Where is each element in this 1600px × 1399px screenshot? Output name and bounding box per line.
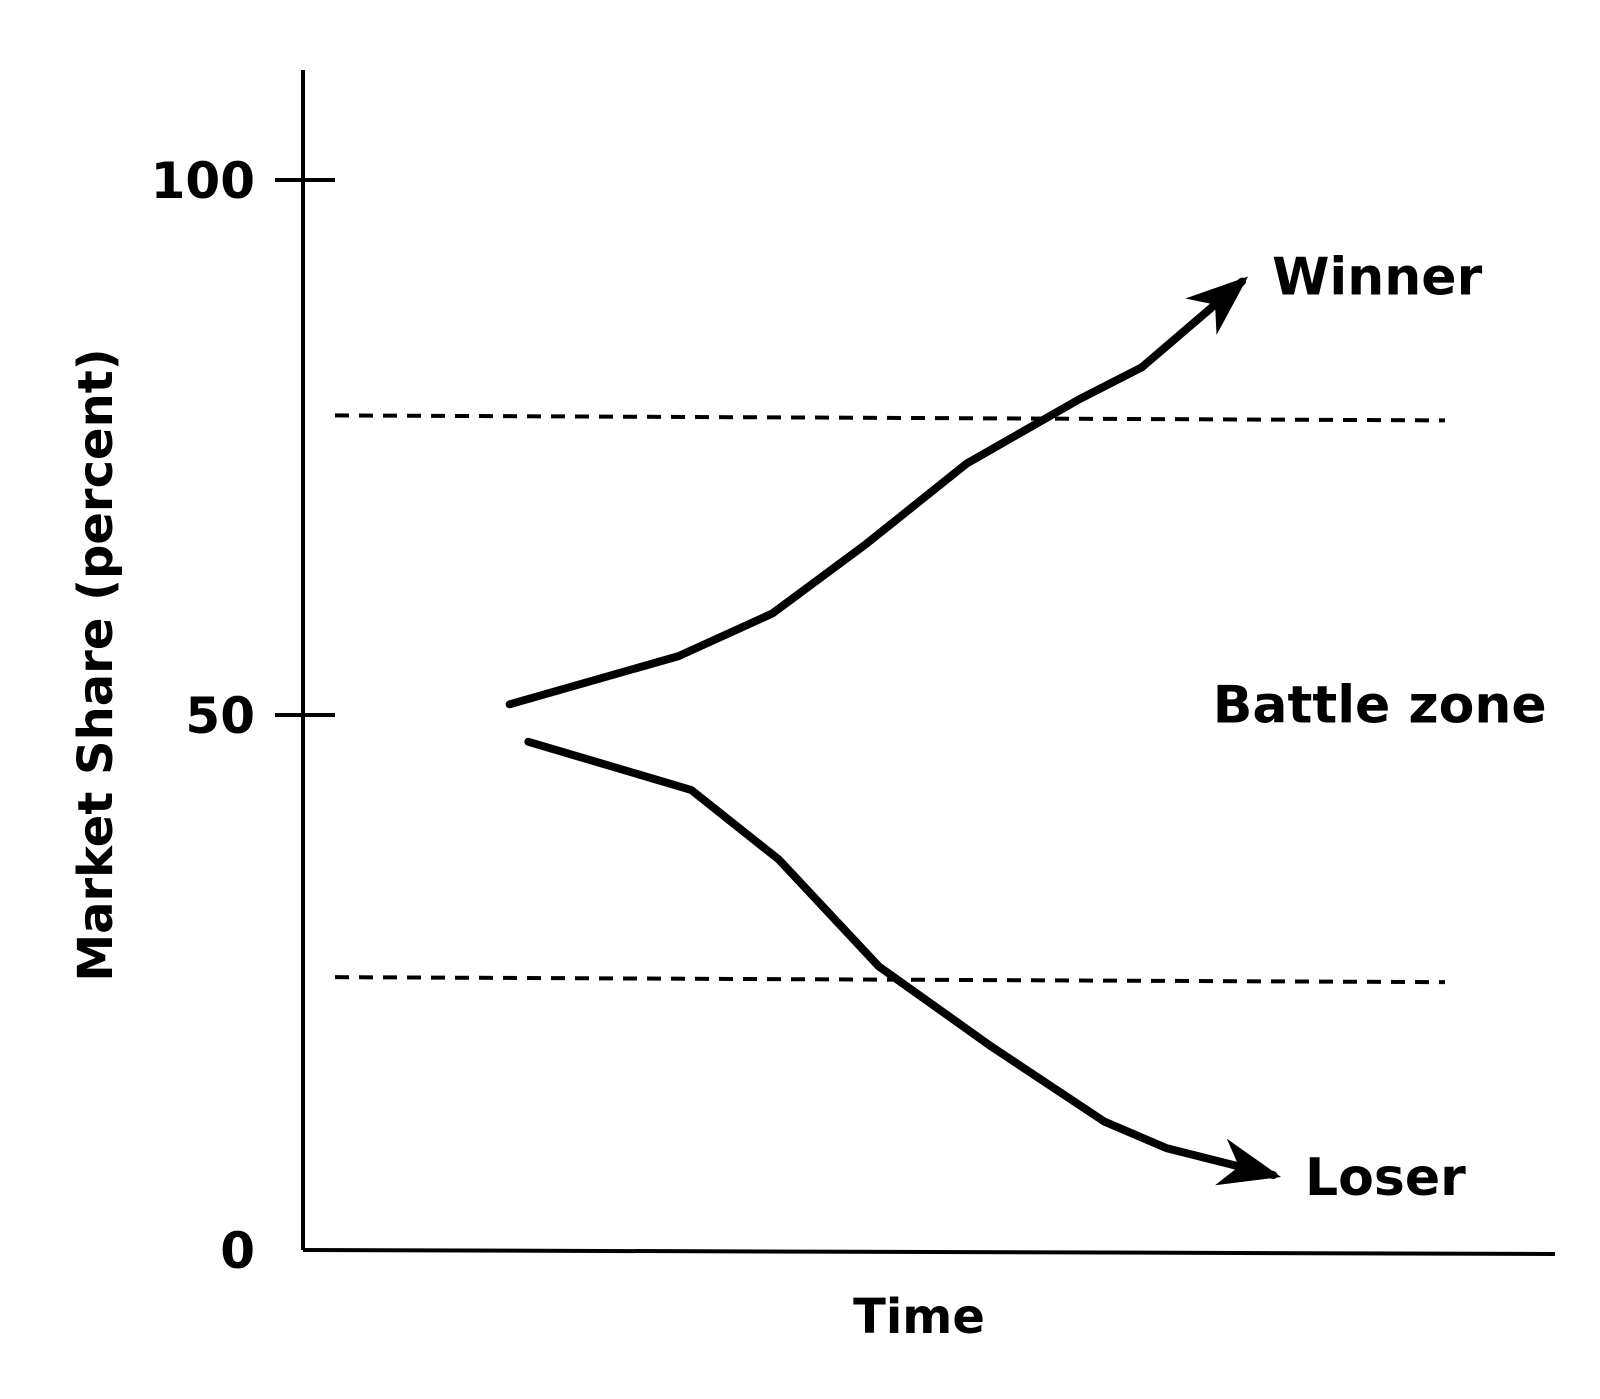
series-group (505, 276, 1282, 1186)
y-ticks: 0 50 100 (151, 152, 335, 1280)
reference-line (334, 975, 1446, 985)
y-axis-label: Market Share (percent) (68, 348, 124, 981)
series-label-winner: Winner (1272, 247, 1482, 307)
axes (301, 70, 1556, 1256)
arrow-head-loser (1215, 1138, 1282, 1186)
x-axis-label: Time (853, 1289, 985, 1345)
annotations: Battle zone (1213, 675, 1547, 735)
series-line-winner (505, 277, 1246, 709)
arrow-head-winner (1185, 276, 1249, 335)
y-tick-label: 50 (185, 687, 255, 745)
series-labels: Winner Loser (1272, 247, 1482, 1208)
annotation-battle-zone: Battle zone (1213, 675, 1547, 735)
x-axis (302, 1248, 1556, 1256)
reference-line (334, 413, 1446, 423)
y-tick-label: 0 (220, 1222, 255, 1280)
reference-lines (334, 413, 1446, 985)
series-line-loser (524, 737, 1278, 1180)
series-label-loser: Loser (1305, 1148, 1466, 1208)
y-tick-label: 100 (151, 152, 255, 210)
